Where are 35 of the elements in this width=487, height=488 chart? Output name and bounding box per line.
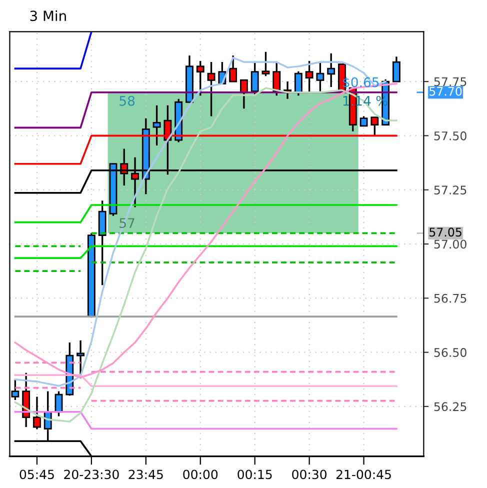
candlestick (152, 104, 161, 146)
candlestick (207, 61, 216, 118)
candlestick (305, 60, 314, 94)
annotation: 58 (120, 96, 135, 106)
ref-line-label: 57.05 (430, 228, 462, 237)
candlestick (272, 61, 281, 96)
x-tick-label: 21-00:45 (336, 470, 391, 480)
candlestick (262, 51, 270, 77)
y-tick-label: 57.50 (434, 131, 466, 140)
x-tick-label: 05:45 (20, 470, 54, 480)
y-tick-label: 56.50 (434, 348, 466, 357)
y-tick-label: 56.75 (434, 294, 466, 303)
candlestick (294, 70, 302, 96)
candlestick (250, 61, 259, 96)
candlestick (196, 60, 204, 96)
x-tick-label: 00:15 (238, 470, 272, 480)
candlestick (229, 54, 238, 82)
candlestick (327, 52, 336, 88)
candlestick (76, 340, 85, 380)
y-tick-label: 57.00 (434, 240, 466, 249)
candlestick (392, 56, 400, 82)
y-tick-label: 57.75 (434, 77, 466, 86)
x-tick-label: 00:30 (292, 470, 326, 480)
candlestick (33, 396, 41, 430)
candlestick (360, 115, 368, 127)
ref-line-label: 57.70 (430, 86, 462, 96)
chart-title: 3 Min (30, 10, 66, 22)
y-tick-label: 56.25 (434, 402, 466, 412)
y-tick-label: 57.25 (434, 186, 466, 194)
x-tick-label: 00:00 (183, 470, 218, 480)
x-tick-label: 20-23:30 (64, 470, 119, 480)
candlestick (240, 79, 248, 110)
candlestick (98, 200, 106, 286)
x-tick-label: 23:45 (128, 470, 163, 480)
candlestick (316, 61, 324, 92)
